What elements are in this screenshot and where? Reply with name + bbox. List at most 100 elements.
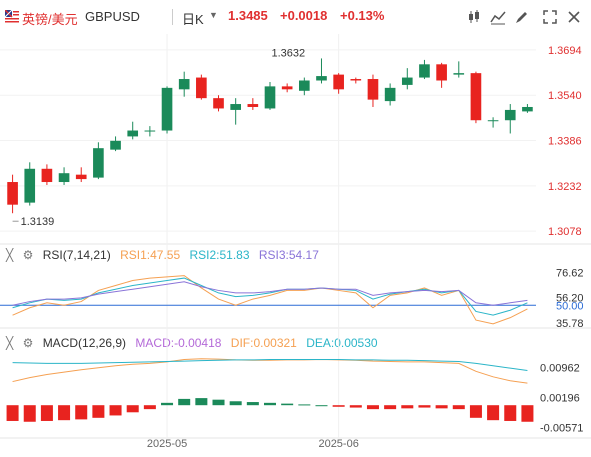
candle [487,117,499,128]
fullscreen-icon[interactable] [542,9,558,25]
pair-name[interactable]: 英镑/美元 [22,12,78,27]
candle-type-icon[interactable] [466,9,482,25]
symbol-label: GBPUSD [85,9,140,24]
flag-icon [5,10,19,24]
rsi-legend: ╳ ⚙ RSI(7,14,21) RSI1:47.55 RSI2:51.83 R… [6,248,325,262]
macd-histogram-bar [126,405,139,413]
macd-histogram-bar [366,405,379,410]
candle [196,74,207,100]
candle-body [436,64,447,81]
dea-value: DEA:0.00530 [306,336,378,350]
macd-histogram-bar [315,405,328,407]
toolbar: 英镑/美元 GBPUSD 日K ▼ 1.3485 +0.0018 +0.13% [0,0,591,34]
macd-histogram-bar [6,405,19,421]
macd-histogram-bar [298,404,311,406]
macd-histogram-bar [469,405,482,418]
y-tick-label: 1.3232 [548,181,582,193]
candle [58,167,70,185]
dea-line [12,358,528,372]
rsi1-value: RSI1:47.55 [120,248,181,262]
dif-value: DIF:0.00321 [230,336,297,350]
candle-body [7,182,18,205]
price-change: +0.0018 [280,8,328,23]
close-icon[interactable] [566,9,582,25]
timeframe-select[interactable]: 日K [182,12,204,27]
macd-histogram-bar [75,405,88,420]
macd-histogram-bar [332,405,345,407]
y-tick-label: 1.3540 [548,90,582,102]
candle [299,77,310,96]
rsi-y-tick-label: 56.20 [556,293,584,305]
draw-icon[interactable] [514,9,530,25]
rsi-y-tick-label: 35.78 [556,318,584,330]
collapse-icon[interactable]: ╳ [6,248,14,262]
x-tick-label: 2025-05 [147,438,187,450]
high-annotation: 1.3632 [271,47,305,59]
collapse-icon[interactable]: ╳ [6,336,14,350]
low-annotation: 1.3139 [21,216,55,228]
macd-histogram-bar [418,405,431,408]
candle [24,162,36,206]
indicator-icon[interactable] [490,9,506,25]
macd-histogram-bar [246,402,259,406]
y-tick-label: 1.3386 [548,136,582,148]
settings-icon[interactable]: ⚙ [22,336,34,350]
candle-body [401,77,413,85]
settings-icon[interactable]: ⚙ [22,248,34,262]
candle-body [522,106,533,112]
chevron-down-icon[interactable]: ▼ [209,10,218,20]
macd-name: MACD(12,26,9) [42,336,127,350]
candle-body [333,74,344,90]
candle [7,174,18,214]
candle [281,83,293,93]
macd-y-tick-label: 0.00196 [540,392,580,404]
macd-value: MACD:-0.00418 [135,336,222,350]
candle [436,62,447,88]
candle [75,167,87,183]
y-tick-label: 1.3694 [548,45,582,57]
rsi2-value: RSI2:51.83 [189,248,250,262]
last-price: 1.3485 [228,8,268,23]
rsi-series-line-3 [12,281,528,306]
candle [367,74,379,107]
macd-histogram-bar [23,405,36,422]
macd-histogram-bar [40,405,53,421]
x-tick-label: 2025-06 [318,438,358,450]
candle [127,121,139,140]
macd-histogram-bar [143,405,156,410]
candle-body [110,140,121,150]
macd-legend: ╳ ⚙ MACD(12,26,9) MACD:-0.00418 DIF:0.00… [6,336,384,350]
macd-histogram-bar [161,402,174,406]
candle [333,73,344,94]
candle-body [504,109,516,121]
macd-y-tick-label: 0.00962 [540,362,580,374]
candle-body [264,86,276,109]
macd-histogram-bar [521,405,534,422]
price-change-pct: +0.13% [340,8,385,23]
candle [144,126,156,137]
candle-body [281,86,293,90]
macd-histogram-bar [452,405,465,410]
macd-histogram-bar [401,405,414,409]
candle [230,98,241,125]
macd-histogram-bar [263,402,277,406]
candle-body [144,130,156,132]
macd-histogram-bar [281,403,294,406]
candle [316,58,327,84]
candle-body [127,130,139,137]
candle-body [93,148,104,178]
candle-body [316,76,327,81]
candle-body [470,73,482,121]
macd-histogram-bar [487,405,500,421]
candle [93,142,104,180]
candle [41,164,53,185]
candle [178,71,190,97]
candle-body [75,174,87,180]
macd-histogram-bar [109,405,122,416]
macd-histogram-bar [195,398,208,406]
dif-line [12,358,528,384]
candle-body [24,168,36,203]
candle-body [58,173,70,183]
candle [522,104,533,113]
